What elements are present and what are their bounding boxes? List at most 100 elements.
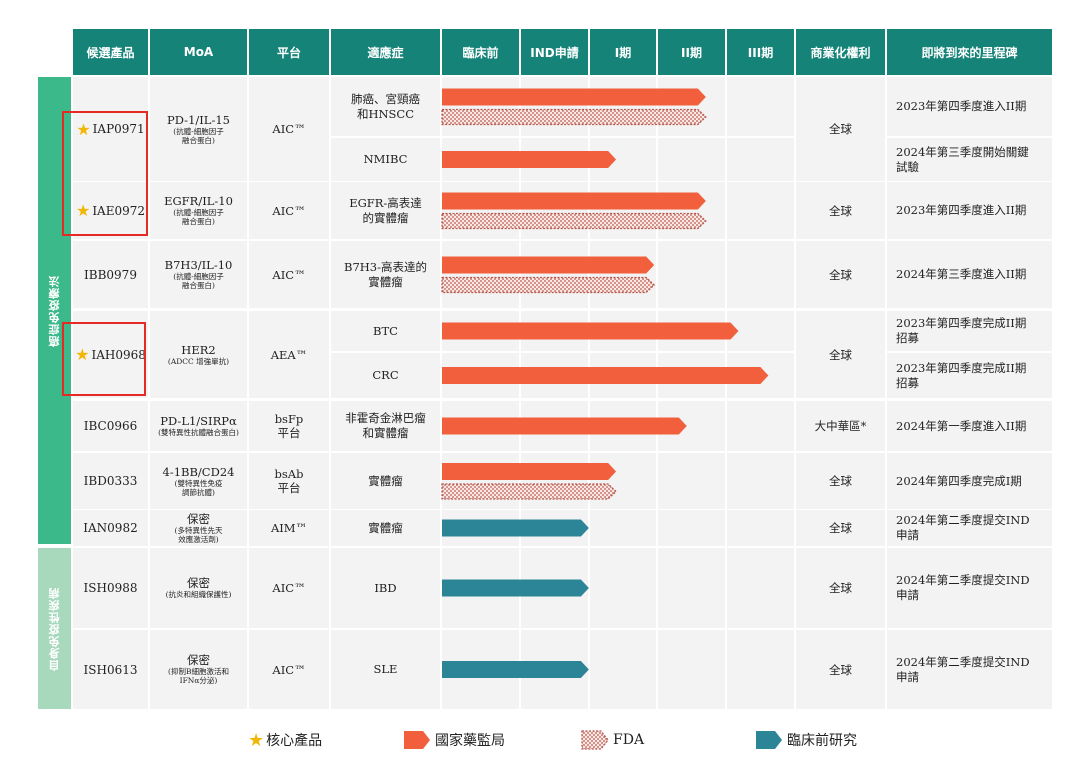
commercial-rights: 全球 <box>829 474 852 488</box>
cell-bg <box>796 77 885 181</box>
milestone-text: 2024年第二季度提交IND 申請 <box>896 513 1030 542</box>
candidate-ISH0613[interactable]: ISH0613 <box>73 630 148 709</box>
cell-bg <box>249 453 329 509</box>
cell-bg <box>887 453 1052 509</box>
milestone-text: 2024年第四季度完成I期 <box>896 473 1022 488</box>
legend-pre: 臨床前研究 <box>755 729 857 751</box>
platform-cell: AIC™ <box>272 581 306 595</box>
cell-bg <box>727 630 794 709</box>
legend-label: FDA <box>613 732 645 748</box>
indication-label: SLE <box>373 662 398 676</box>
candidate-name: IAE0972 <box>92 203 146 218</box>
header-4: 臨床前 <box>442 29 519 75</box>
candidate-ISH0988[interactable]: ISH0988 <box>73 548 148 628</box>
cell-bg <box>249 548 329 628</box>
cell-bg <box>73 453 148 509</box>
nmpa-bar <box>442 417 687 435</box>
indication-label: B7H3-高表達的 實體瘤 <box>344 259 427 289</box>
cell-bg <box>887 510 1052 546</box>
candidate-IAN0982[interactable]: IAN0982 <box>73 510 148 546</box>
cell-bg <box>150 311 247 398</box>
platform-cell: bsAb 平台 <box>274 467 304 495</box>
candidate-name: IAP0971 <box>92 122 145 136</box>
indication-label: NMIBC <box>363 152 408 166</box>
milestone-text: 2023年第四季度完成II期 招募 <box>896 316 1027 345</box>
cell-bg <box>887 138 1052 181</box>
cell-bg <box>727 138 794 181</box>
candidate-IBC0966[interactable]: IBC0966 <box>73 401 148 451</box>
cell-bg <box>887 548 1052 628</box>
cell-bg <box>658 182 725 239</box>
cell-bg <box>658 453 725 509</box>
header-7: II期 <box>658 29 725 75</box>
cell-bg <box>727 77 794 136</box>
commercial-rights: 全球 <box>829 662 852 677</box>
cell-bg <box>73 241 148 308</box>
candidate-IAH0968[interactable]: ★ IAH0968 <box>73 311 148 398</box>
header-3: 適應症 <box>331 29 440 75</box>
cell-bg <box>249 241 329 308</box>
commercial-rights: 全球 <box>829 521 852 535</box>
candidate-IBB0979[interactable]: IBB0979 <box>73 241 148 308</box>
cell-bg <box>442 77 519 136</box>
nmpa-bar <box>442 256 655 274</box>
cell-bg <box>796 311 885 398</box>
indication-label: 肺癌、宮頸癌 和HNSCC <box>351 91 420 121</box>
cell-bg <box>249 77 329 181</box>
moa-sub: (多特異性先天 效應激活劑) <box>174 525 223 544</box>
legend-fda: FDA <box>581 729 644 751</box>
star-icon: ★ <box>75 345 90 364</box>
header-9: 商業化權利 <box>796 29 885 75</box>
cell-bg <box>887 77 1052 136</box>
milestone-text: 2024年第二季度提交IND 申請 <box>896 654 1030 684</box>
moa-main: B7H3/IL-10 <box>164 258 233 272</box>
cell-bg <box>442 182 519 239</box>
cell-bg <box>73 311 148 398</box>
indication-label: EGFR-高表達 的實體瘤 <box>349 195 422 225</box>
moa-cell: B7H3/IL-10 (抗體-細胞因子 融合蛋白) <box>150 241 247 308</box>
cell-bg <box>521 77 588 136</box>
cell-bg <box>727 453 794 509</box>
platform-cell: AIC™ <box>272 267 306 282</box>
moa-main: HER2 <box>181 342 216 357</box>
cell-bg <box>796 241 885 308</box>
candidate-name: IBC0966 <box>83 419 138 433</box>
commercial-rights: 全球 <box>829 267 852 282</box>
moa-main: 保密 <box>187 576 210 590</box>
category-autoimmune: 自身免疫性疾病 <box>38 548 71 709</box>
moa-sub: (雙特異性抗體融合蛋白) <box>158 428 239 437</box>
preclinical-bar <box>442 661 589 678</box>
candidate-name: IAN0982 <box>83 521 138 535</box>
moa-cell: HER2 (ADCC 增強單抗) <box>150 311 247 398</box>
cell-bg <box>150 510 247 546</box>
cell-bg <box>442 453 519 509</box>
candidate-IAE0972[interactable]: ★ IAE0972 <box>73 182 148 239</box>
cell-bg <box>796 510 885 546</box>
cell-bg <box>249 182 329 239</box>
header-8: III期 <box>727 29 794 75</box>
commercial-rights: 全球 <box>829 122 852 136</box>
legend-label: 核心產品 <box>266 733 323 749</box>
header-0: 候選產品 <box>73 29 148 75</box>
arrow-dotted-icon <box>581 730 609 750</box>
moa-sub: (抗體-細胞因子 融合蛋白) <box>173 272 224 290</box>
candidate-IBD0333[interactable]: IBD0333 <box>73 453 148 509</box>
cell-bg <box>331 401 440 451</box>
milestone-text: 2024年第二季度提交IND 申請 <box>896 573 1030 602</box>
cell-bg <box>658 510 725 546</box>
platform-cell: AIC™ <box>272 122 306 136</box>
legend-nmpa: 國家藥監局 <box>403 729 505 751</box>
legend-label: 國家藥監局 <box>435 733 505 749</box>
candidate-IAP0971[interactable]: ★ IAP0971 <box>73 77 148 181</box>
moa-cell: EGFR/IL-10 (抗體-細胞因子 融合蛋白) <box>150 182 247 239</box>
platform-cell: AIC™ <box>272 662 306 677</box>
nmpa-bar <box>442 367 769 384</box>
cell-bg <box>150 77 247 181</box>
milestone-text: 2023年第四季度進入II期 <box>896 99 1027 113</box>
cell-bg <box>331 630 440 709</box>
star-icon: ★ <box>248 729 265 751</box>
commercial-rights: 全球 <box>829 347 852 362</box>
cell-bg <box>658 77 725 136</box>
cell-bg <box>150 630 247 709</box>
